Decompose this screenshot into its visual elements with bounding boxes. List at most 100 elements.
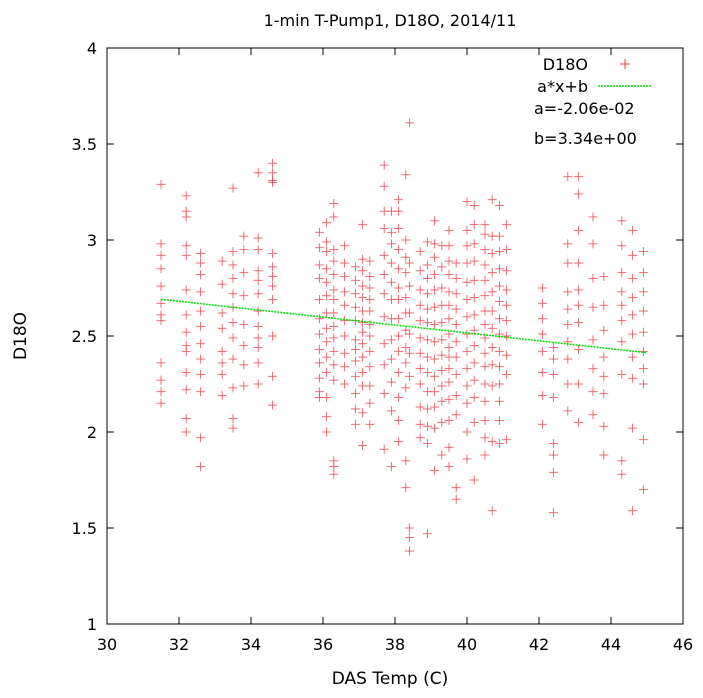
data-point [350, 356, 360, 366]
data-point [340, 362, 350, 372]
data-point [228, 289, 238, 299]
data-point [350, 335, 360, 345]
data-point [386, 258, 396, 268]
data-point [365, 283, 375, 293]
data-point [404, 329, 414, 339]
data-point [386, 239, 396, 249]
data-point [401, 268, 411, 278]
data-point [462, 329, 472, 339]
data-point [451, 352, 461, 362]
data-point [239, 268, 249, 278]
data-point [563, 287, 573, 297]
data-point [548, 392, 558, 402]
data-point [430, 465, 440, 475]
y-tick-label: 3 [87, 231, 97, 250]
data-point [228, 333, 238, 343]
data-point [268, 295, 278, 305]
data-point [617, 216, 627, 226]
data-point [358, 408, 368, 418]
data-point [268, 371, 278, 381]
data-point [196, 354, 206, 364]
data-point [379, 339, 389, 349]
data-point [548, 369, 558, 379]
data-point [462, 398, 472, 408]
data-point [415, 379, 425, 389]
data-point [329, 212, 339, 222]
data-point [217, 358, 227, 368]
data-point [574, 172, 584, 182]
data-point [314, 344, 324, 354]
data-point [563, 172, 573, 182]
data-point [156, 387, 166, 397]
data-point [228, 414, 238, 424]
data-point [329, 199, 339, 209]
data-point [502, 369, 512, 379]
data-point [444, 225, 454, 235]
data-point [228, 273, 238, 283]
data-point [401, 235, 411, 245]
data-point [365, 419, 375, 429]
data-point [548, 343, 558, 353]
data-point [494, 346, 504, 356]
data-point [617, 241, 627, 251]
data-point [156, 264, 166, 274]
data-point [379, 223, 389, 233]
data-point [394, 367, 404, 377]
data-point [329, 469, 339, 479]
data-point [156, 179, 166, 189]
data-point [196, 369, 206, 379]
data-point [239, 291, 249, 301]
data-point [563, 379, 573, 389]
data-point [430, 252, 440, 262]
data-point [480, 362, 490, 372]
data-point [588, 273, 598, 283]
data-point [401, 252, 411, 262]
data-point [404, 258, 414, 268]
data-point [228, 423, 238, 433]
data-point [437, 318, 447, 328]
data-point [386, 277, 396, 287]
data-point [329, 295, 339, 305]
data-point [548, 439, 558, 449]
legend: D18O a*x+b a=-2.06e-02 b=3.34e+00 [534, 55, 652, 148]
data-point [437, 396, 447, 406]
data-point [268, 281, 278, 291]
x-tick-label: 34 [241, 635, 261, 654]
data-point [329, 346, 339, 356]
data-point [574, 417, 584, 427]
data-point [451, 391, 461, 401]
data-point [329, 308, 339, 318]
data-point [574, 344, 584, 354]
data-point [469, 256, 479, 266]
data-point [487, 195, 497, 205]
data-point [394, 295, 404, 305]
data-point [268, 262, 278, 272]
fit-param-a: a=-2.06e-02 [534, 99, 635, 118]
data-point [538, 346, 548, 356]
data-point [437, 366, 447, 376]
data-points [156, 118, 648, 556]
data-point [462, 427, 472, 437]
data-point [394, 195, 404, 205]
data-point [469, 375, 479, 385]
data-point [451, 494, 461, 504]
data-point [422, 352, 432, 362]
data-point [574, 285, 584, 295]
data-point [314, 295, 324, 305]
data-point [181, 191, 191, 201]
data-point [350, 371, 360, 381]
data-point [181, 385, 191, 395]
data-point [574, 189, 584, 199]
data-point [444, 415, 454, 425]
data-point [228, 383, 238, 393]
data-point [365, 398, 375, 408]
data-point [599, 450, 609, 460]
data-point [253, 266, 263, 276]
data-point [340, 300, 350, 310]
data-point [462, 197, 472, 207]
data-point [638, 379, 648, 389]
data-point [196, 462, 206, 472]
y-tick-label: 1.5 [72, 519, 97, 538]
data-point [358, 220, 368, 230]
data-point [487, 306, 497, 316]
